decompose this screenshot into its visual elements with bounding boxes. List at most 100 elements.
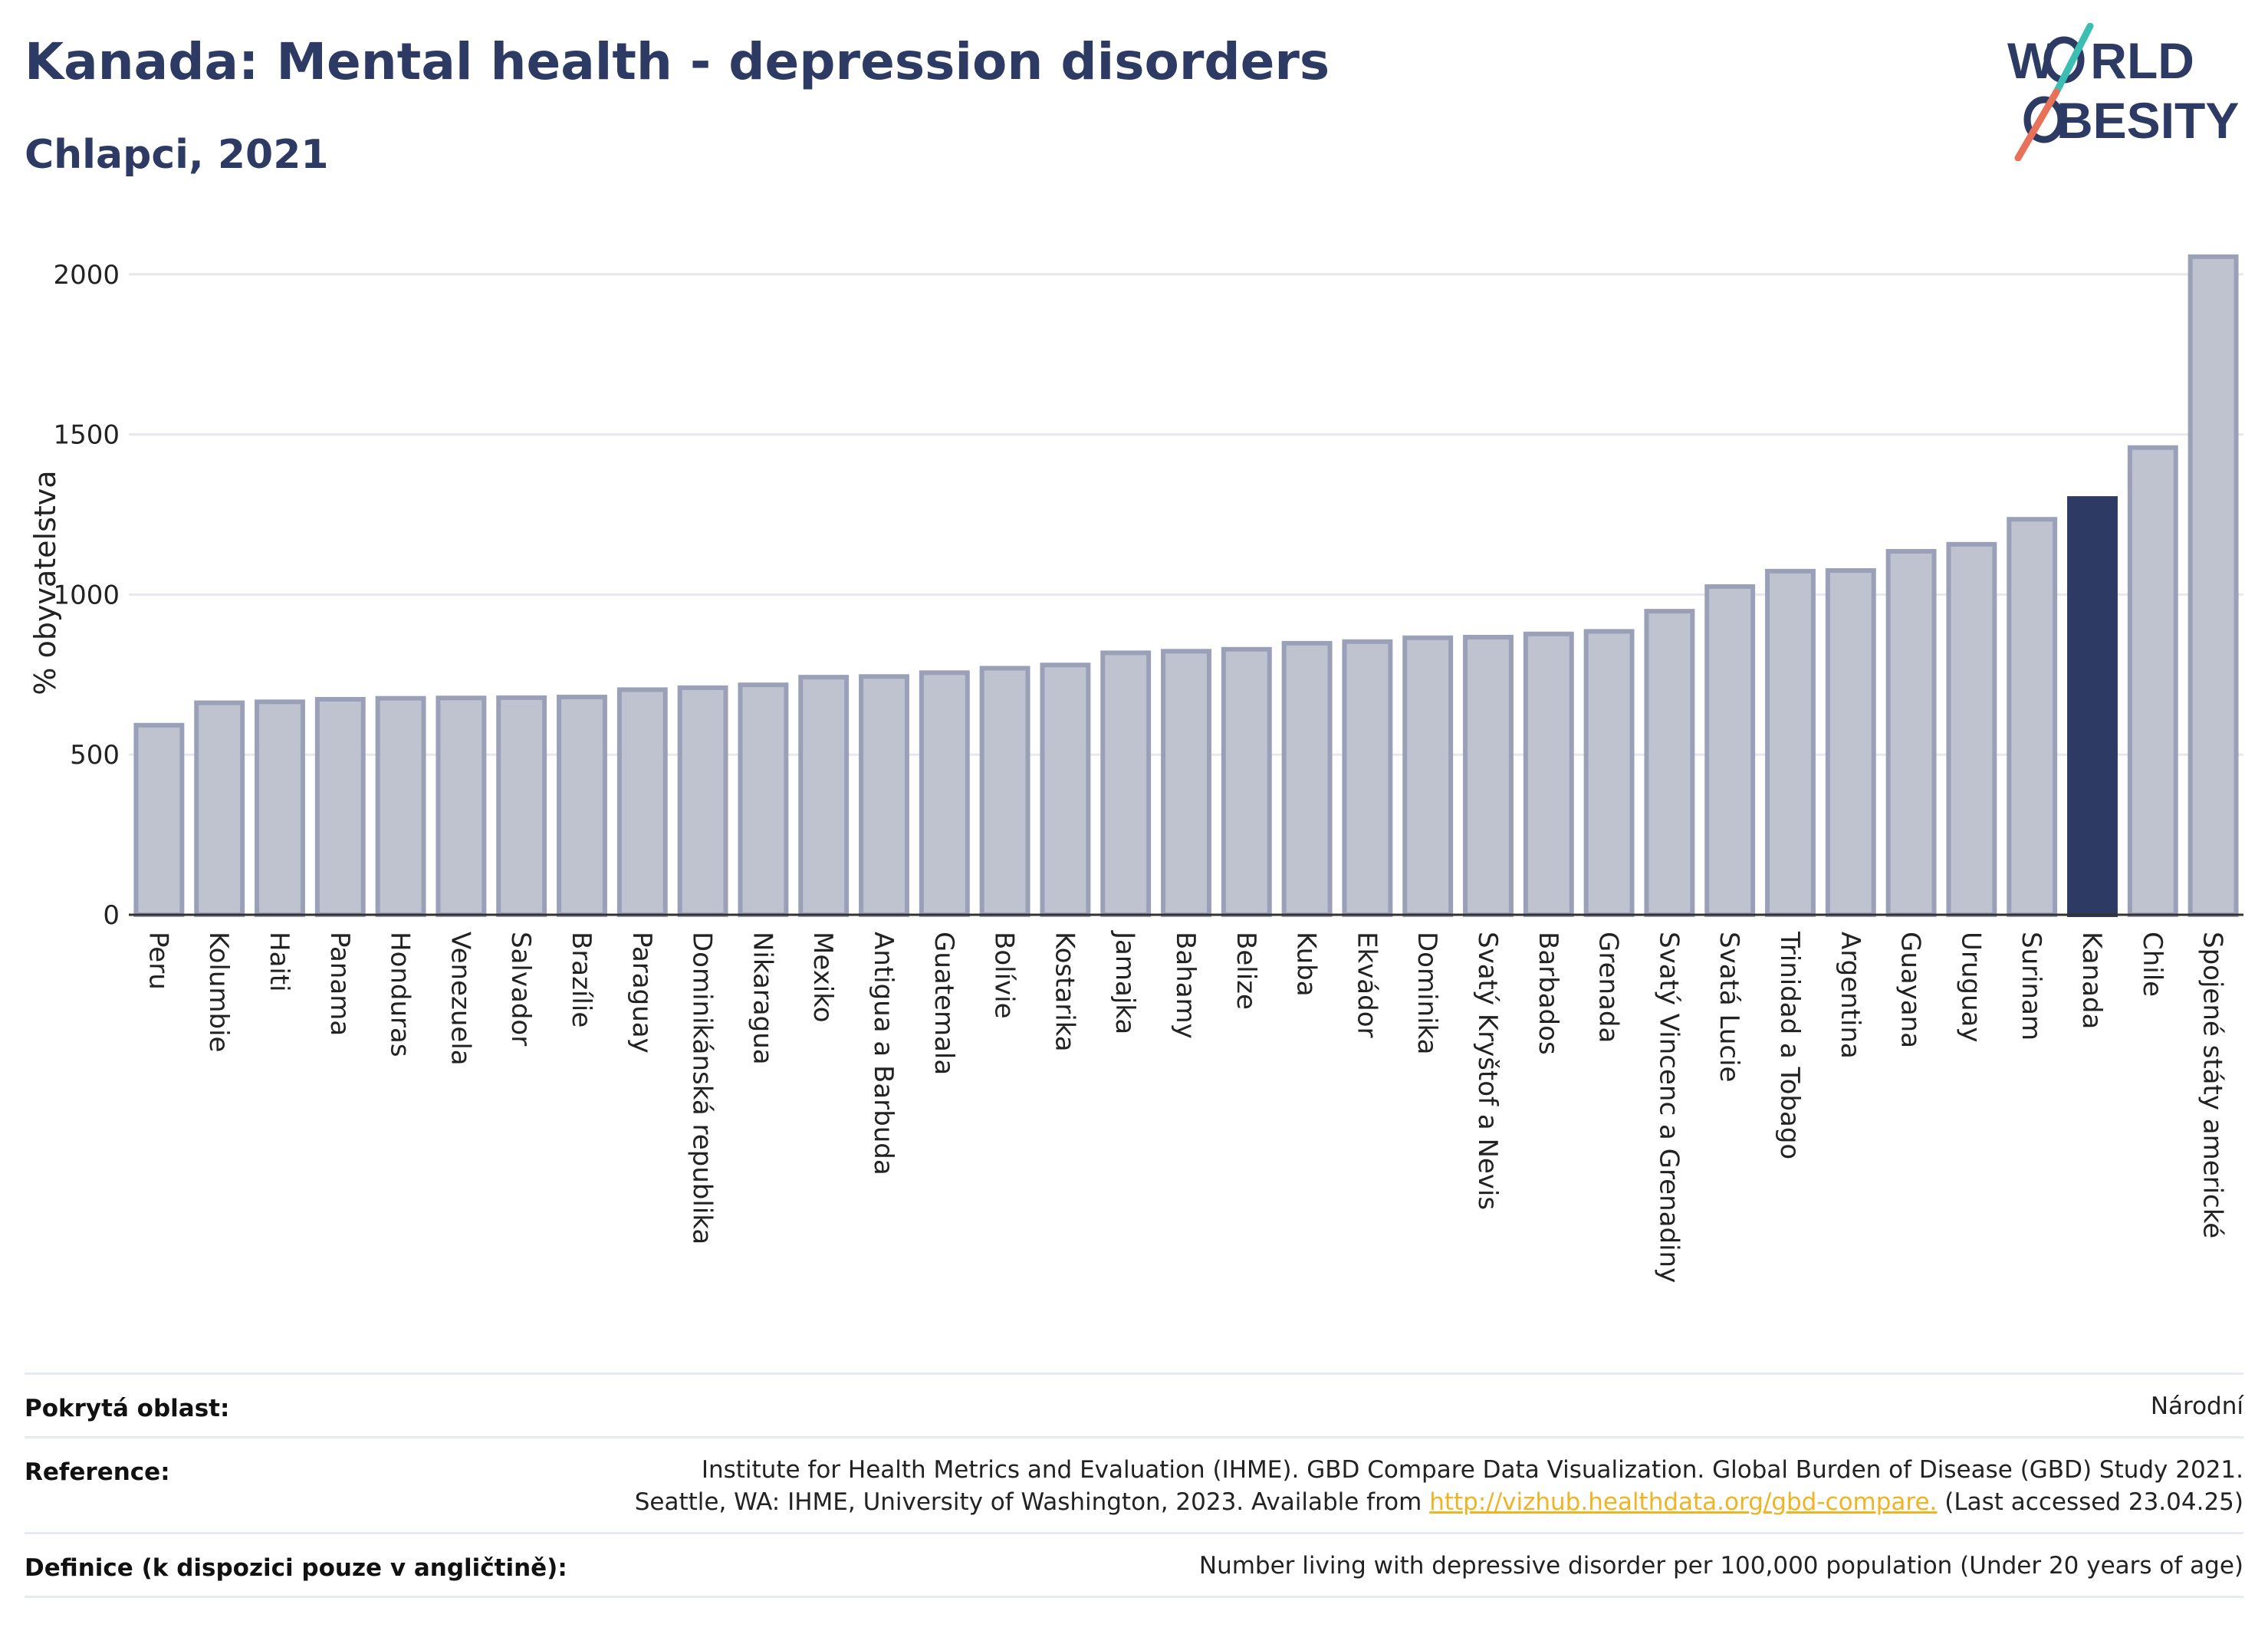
- meta-row-coverage: Pokrytá oblast: Národní: [25, 1373, 2243, 1436]
- meta-val-reference: Institute for Health Metrics and Evaluat…: [635, 1454, 2243, 1518]
- bar: [1100, 650, 1152, 917]
- meta-row-reference: Reference: Institute for Health Metrics …: [25, 1436, 2243, 1532]
- bar: [2127, 445, 2178, 917]
- y-tick-label: 1000: [53, 580, 120, 610]
- meta-key-reference: Reference:: [25, 1458, 170, 1486]
- bar: [1885, 549, 1937, 917]
- category-label: Svatá Lucie: [1714, 932, 1744, 1082]
- category-label: Venezuela: [445, 932, 475, 1066]
- bar: [557, 695, 607, 917]
- metadata-table: Pokrytá oblast: Národní Reference: Insti…: [25, 1373, 2243, 1598]
- bar: [2187, 254, 2239, 917]
- meta-key-definition: Definice (k dispozici pouze v angličtině…: [25, 1554, 567, 1582]
- category-label: Honduras: [385, 932, 416, 1057]
- bar: [436, 695, 487, 917]
- bar: [314, 696, 366, 917]
- category-label: Argentina: [1835, 932, 1865, 1059]
- category-labels: Peru Kolumbie Haiti Panama Honduras Venezuela…: [143, 930, 2227, 1283]
- category-label: Trinidad a Tobago: [1774, 931, 1805, 1159]
- bar: [1583, 629, 1635, 918]
- bar-chart: 0 500 1000 1500 2000 Peru Kolumbie Haiti Panama…: [28, 254, 2243, 1283]
- category-label: Barbados: [1533, 932, 1563, 1055]
- category-label: Spojené státy americké: [2197, 932, 2228, 1238]
- y-tick-label: 1500: [53, 420, 120, 451]
- bar: [1161, 649, 1211, 917]
- bar: [1825, 568, 1876, 917]
- bar: [798, 675, 850, 917]
- category-label: Guayana: [1895, 932, 1926, 1048]
- category-label: Nikaragua: [747, 932, 777, 1065]
- y-tick-labels: 0 500 1000 1500 2000: [53, 260, 120, 931]
- logo-world: W RLD: [2007, 32, 2194, 89]
- reference-link[interactable]: http://vizhub.healthdata.org/gbd-compare…: [1429, 1488, 1938, 1516]
- category-label: Salvador: [505, 932, 536, 1046]
- category-label: Bahamy: [1170, 932, 1201, 1039]
- bar: [1765, 568, 1816, 917]
- category-label: Belize: [1231, 932, 1261, 1010]
- y-tick-label: 0: [103, 900, 120, 931]
- reference-line-2-text: Seattle, WA: IHME, University of Washing…: [634, 1488, 1430, 1516]
- y-tick-label: 2000: [53, 260, 120, 291]
- category-label: Surinam: [2016, 932, 2046, 1041]
- bar: [1402, 635, 1454, 917]
- category-label: Guatemala: [929, 932, 959, 1075]
- meta-val-coverage: Národní: [2150, 1392, 2243, 1420]
- bar: [1221, 646, 1272, 917]
- y-axis-title: % obyvatelstva: [28, 470, 62, 695]
- bar: [919, 670, 970, 918]
- logo-obesity: BESITY: [2056, 92, 2239, 149]
- category-label: Grenada: [1593, 932, 1624, 1043]
- bar: [1342, 639, 1393, 917]
- category-label: Chile: [2137, 932, 2168, 997]
- bar: [133, 722, 185, 917]
- bar: [1463, 634, 1514, 917]
- bar: [375, 695, 426, 917]
- category-label: Antigua a Barbuda: [868, 932, 899, 1175]
- bar: [859, 674, 909, 917]
- meta-row-definition: Definice (k dispozici pouze v angličtině…: [25, 1532, 2243, 1598]
- logo-slash-coral-icon: [2014, 88, 2060, 161]
- logo-slash-teal-icon: [2053, 23, 2094, 96]
- bars: [133, 254, 2239, 918]
- world-obesity-logo: W RLD BESITY: [2007, 23, 2239, 161]
- bar: [1523, 631, 1574, 917]
- category-label: Svatý Kryštof a Nevis: [1472, 932, 1503, 1210]
- bar: [194, 700, 245, 917]
- bar: [1644, 609, 1695, 918]
- meta-val-definition: Number living with depressive disorder p…: [1198, 1552, 2243, 1580]
- bar: [1704, 584, 1756, 917]
- bar: [1281, 640, 1333, 918]
- chart-subtitle: Chlapci, 2021: [25, 132, 329, 178]
- chart-title: Kanada: Mental health - depression disor…: [25, 32, 1330, 91]
- y-tick-label: 500: [70, 740, 120, 771]
- bar-highlighted: [2067, 496, 2118, 917]
- reference-line-2: Seattle, WA: IHME, University of Washing…: [635, 1486, 2243, 1518]
- category-label: Peru: [143, 932, 173, 990]
- bar: [255, 699, 305, 917]
- category-label: Brazílie: [566, 932, 597, 1027]
- bar: [496, 695, 547, 918]
- category-label: Paraguay: [626, 932, 657, 1054]
- category-label: Dominikánská republika: [687, 932, 718, 1244]
- bar: [1040, 662, 1091, 917]
- reference-after-link: (Last accessed 23.04.25): [1937, 1488, 2243, 1516]
- category-label: Kostarika: [1049, 932, 1080, 1052]
- bar: [979, 666, 1030, 918]
- category-label: Bolívie: [989, 932, 1020, 1019]
- reference-line-1: Institute for Health Metrics and Evaluat…: [701, 1456, 2243, 1484]
- category-label: Kanada: [2076, 932, 2107, 1029]
- category-label: Jamajka: [1109, 930, 1140, 1034]
- category-label: Haiti: [264, 932, 294, 992]
- bar: [677, 685, 728, 917]
- bar: [616, 687, 668, 917]
- category-label: Dominika: [1412, 932, 1442, 1054]
- category-label: Mexiko: [807, 932, 838, 1023]
- category-label: Uruguay: [1955, 932, 1986, 1043]
- category-label: Panama: [324, 932, 355, 1036]
- category-label: Ekvádor: [1351, 932, 1382, 1038]
- category-label: Svatý Vincenc a Grenadiny: [1653, 932, 1684, 1283]
- bar: [738, 682, 789, 917]
- category-label: Kolumbie: [203, 932, 234, 1052]
- bar: [2007, 517, 2058, 917]
- meta-key-coverage: Pokrytá oblast:: [25, 1395, 230, 1422]
